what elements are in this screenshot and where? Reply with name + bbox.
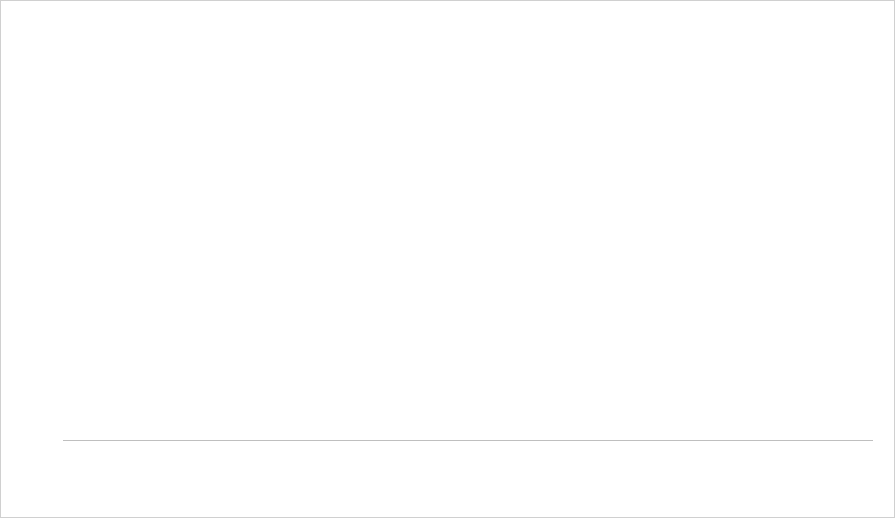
chart-title [1, 1, 894, 16]
plot-area [63, 51, 873, 441]
chart-container [0, 0, 895, 518]
